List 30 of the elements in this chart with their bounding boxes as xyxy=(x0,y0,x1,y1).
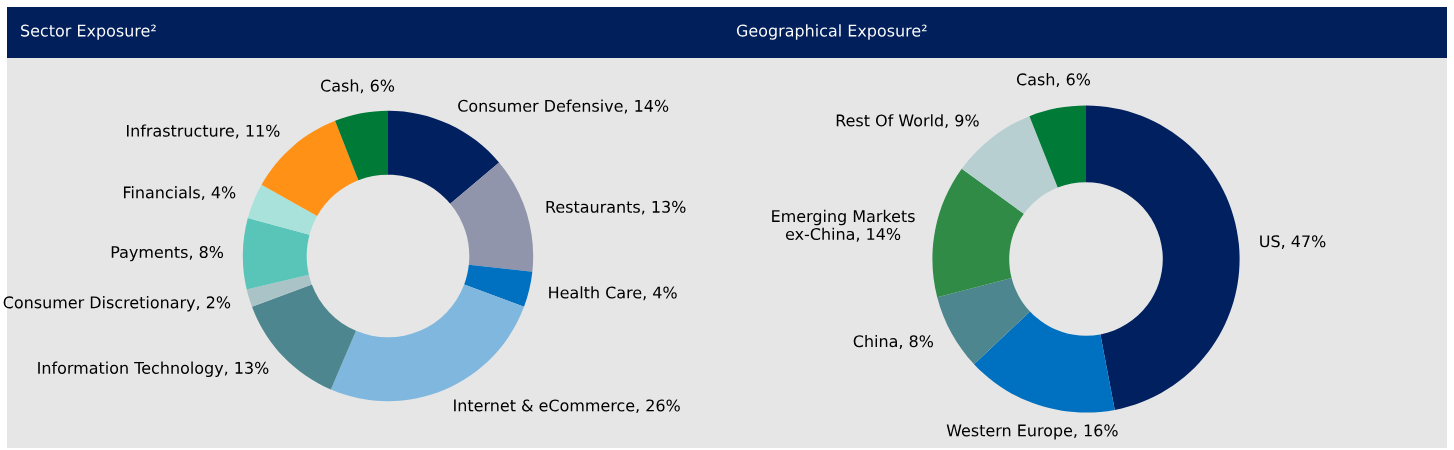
slice-label: Rest Of World, 9% xyxy=(836,114,979,129)
donut-slice xyxy=(932,168,1024,298)
donut-slice xyxy=(388,110,500,204)
slice-label: Infrastructure, 11% xyxy=(127,124,280,139)
donut-slice xyxy=(464,264,533,307)
slice-label: Consumer Discretionary, 2% xyxy=(3,296,231,312)
donut-slice xyxy=(974,311,1115,413)
donut-slice xyxy=(450,162,534,272)
donut-slice xyxy=(335,110,388,181)
donut-slice xyxy=(1086,105,1240,410)
slice-label: Health Care, 4% xyxy=(549,286,677,301)
donut-slice xyxy=(937,278,1031,365)
slice-label: Financials, 4% xyxy=(123,186,236,201)
slice-label: China, 8% xyxy=(853,334,934,349)
slice-label: US, 47% xyxy=(1260,235,1326,249)
slice-label: Emerging Markets ex-China, 14% xyxy=(772,209,915,242)
slice-label: Cash, 6% xyxy=(1016,73,1091,88)
donut-slice xyxy=(1029,105,1086,188)
donut-slice xyxy=(247,184,318,235)
donut-slice xyxy=(246,274,312,307)
slice-label: Internet & eCommerce, 26% xyxy=(454,399,680,414)
donut-slice xyxy=(242,218,310,290)
chart-title: Sector Exposure² xyxy=(21,24,156,40)
slice-label: Consumer Defensive, 14% xyxy=(458,99,669,114)
slice-label: Information Technology, 13% xyxy=(38,361,269,378)
slice-label: Restaurants, 13% xyxy=(546,200,686,215)
chart-title: Geographical Exposure² xyxy=(736,24,927,40)
slice-label: Western Europe, 16% xyxy=(946,424,1118,440)
slice-label: Payments, 8% xyxy=(111,246,224,262)
slice-label: Cash, 6% xyxy=(321,79,395,94)
